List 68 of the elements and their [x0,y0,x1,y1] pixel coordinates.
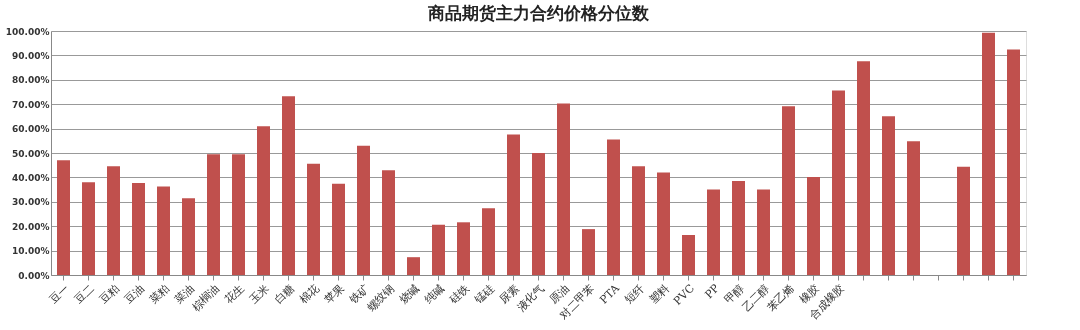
y-tick-label: 60.00% [12,124,50,135]
bar [232,154,245,275]
x-tick-label: 豆二 [72,281,97,307]
bar [107,166,120,275]
bar [782,106,795,275]
x-tick-label: 塑料 [647,281,672,307]
y-tick-label: 10.00% [12,246,50,257]
bar [807,176,820,275]
x-tick-label: 硅铁 [446,281,472,308]
bar [857,61,870,275]
bar [682,234,695,275]
bar [407,257,420,275]
bar [332,183,345,275]
x-tick-label: 菜粕 [147,281,172,307]
x-tick-label: 豆一 [47,281,72,307]
bar [907,141,920,275]
x-tick-label: 纯碱 [422,281,447,307]
bar [757,189,770,275]
bar [307,163,320,275]
y-tick-label: 90.00% [12,50,50,61]
bar [532,153,545,275]
chart-title: 商品期货主力合约价格分位数 [427,3,650,23]
x-tick-label: 玉米 [247,281,272,307]
bar [282,96,295,275]
x-tick-label: 苹果 [322,281,347,307]
bar [632,166,645,275]
y-tick-label: 30.00% [12,197,50,208]
bar [57,160,70,275]
bar [157,186,170,275]
bar [82,182,95,275]
y-tick-label: 20.00% [12,221,50,232]
bar [207,154,220,275]
y-tick-label: 0.00% [18,270,50,281]
bar [882,116,895,275]
x-tick-label: 锰硅 [471,281,497,308]
x-tick-label: PP [702,281,723,302]
y-tick-label: 70.00% [12,99,50,110]
x-tick-label: 豆油 [122,281,147,307]
bar [357,145,370,275]
bar [482,208,495,275]
x-tick-label: PTA [597,281,623,307]
bar [132,183,145,275]
x-tick-label: 豆粕 [97,281,122,307]
bar [707,189,720,275]
bar [657,172,670,275]
bar [557,103,570,275]
bar [832,90,845,275]
x-tick-label: 烧碱 [397,281,422,307]
bar [182,198,195,275]
bar [257,126,270,275]
bar [982,32,995,275]
bar [507,134,520,275]
x-tick-label: 棉花 [297,281,322,307]
x-tick-label: 花生 [222,281,247,307]
y-tick-label: 40.00% [12,172,50,183]
y-tick-label: 100.00% [5,26,50,37]
y-tick-label: 80.00% [12,75,50,86]
bar [457,222,470,275]
bar [607,139,620,275]
y-tick-label: 50.00% [12,148,50,159]
x-tick-label: 短纤 [622,281,647,307]
bar [957,166,970,275]
bar [732,181,745,275]
bar [1007,49,1020,275]
x-tick-label: 白糖 [272,281,297,307]
bar [432,224,445,275]
bar [382,170,395,275]
bar [582,229,595,275]
